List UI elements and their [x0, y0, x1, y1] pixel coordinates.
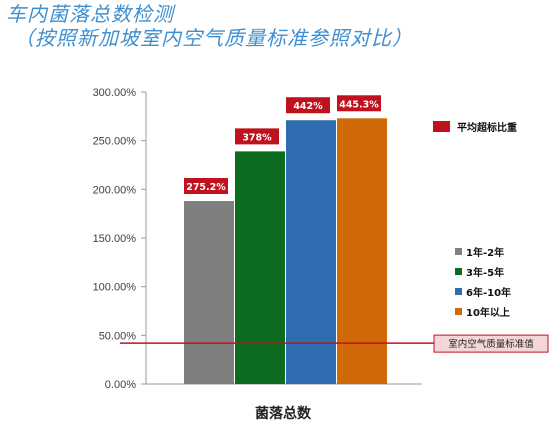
data-label-box — [286, 97, 330, 114]
legend-label: 6年-10年 — [466, 286, 511, 299]
legend-swatch — [455, 268, 462, 275]
y-tick-label: 0.00% — [105, 379, 136, 391]
legend-top-swatch — [433, 121, 450, 132]
data-label: 442% — [293, 101, 323, 112]
legend-label: 10年以上 — [466, 306, 510, 319]
y-tick-label: 300.00% — [93, 87, 137, 99]
legend-swatch — [455, 248, 462, 255]
chart-title: 车内菌落总数检测 （按照新加坡室内空气质量标准参照对比） — [6, 2, 413, 50]
title-line-2: （按照新加坡室内空气质量标准参照对比） — [14, 26, 413, 50]
y-tick-label: 200.00% — [93, 184, 137, 196]
y-tick-label: 100.00% — [93, 282, 137, 294]
data-label-box — [184, 178, 228, 195]
legend-swatch — [455, 288, 462, 295]
bar — [286, 120, 336, 384]
bar — [337, 118, 387, 384]
x-axis-label: 菌落总数 — [255, 405, 312, 422]
legend-label: 1年-2年 — [466, 246, 504, 259]
legend-label: 3年-5年 — [466, 266, 504, 279]
y-tick-label: 50.00% — [99, 330, 137, 342]
reference-label: 室内空气质量标准值 — [448, 338, 534, 350]
legend-top-label: 平均超标比重 — [457, 121, 517, 134]
title-line-1: 车内菌落总数检测 — [6, 2, 174, 26]
data-label-box — [235, 128, 279, 145]
y-tick-label: 150.00% — [93, 233, 137, 245]
data-label: 378% — [242, 132, 272, 143]
data-label: 275.2% — [186, 182, 226, 193]
y-tick-label: 250.00% — [93, 136, 137, 148]
data-label: 445.3% — [339, 99, 379, 110]
legend-swatch — [455, 308, 462, 315]
reference-label-box — [433, 334, 549, 353]
data-label-box — [337, 95, 381, 112]
bar — [235, 151, 285, 384]
bar — [184, 201, 234, 384]
